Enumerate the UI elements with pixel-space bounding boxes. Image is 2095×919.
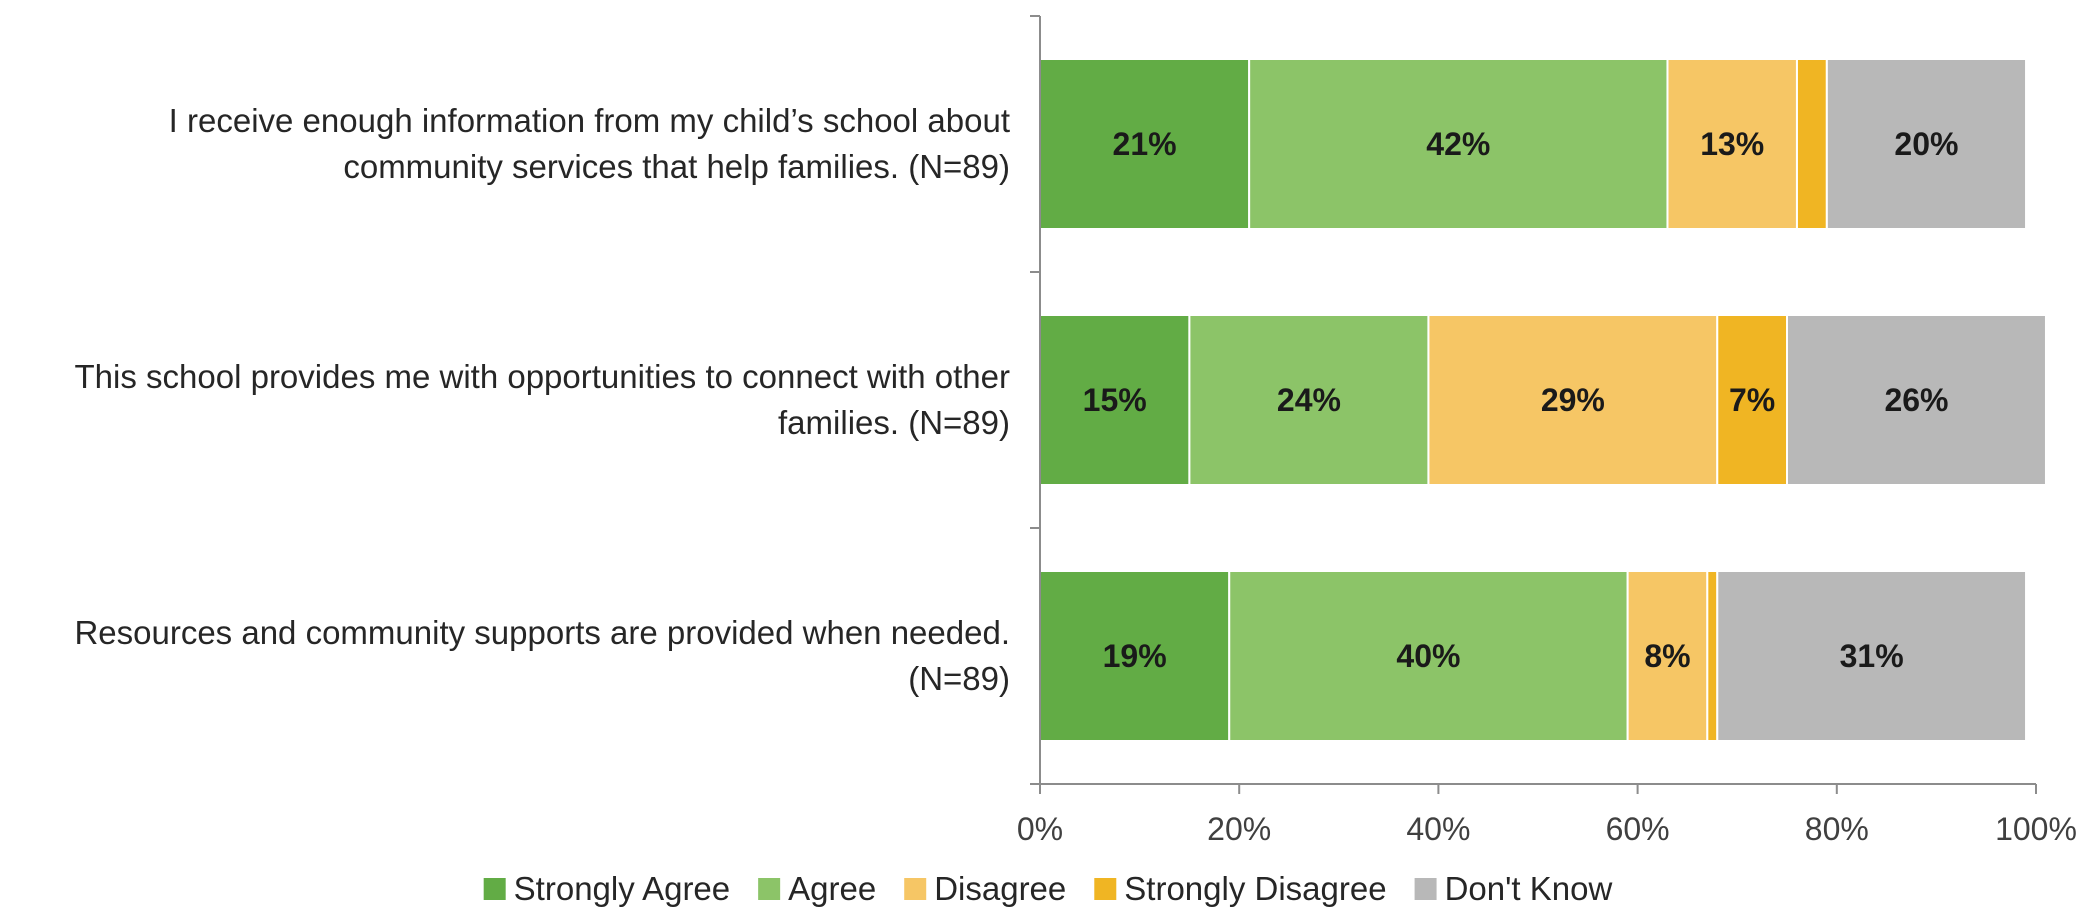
category-labels-group: I receive enough information from my chi…: [74, 102, 1010, 697]
legend-label-strongly-disagree: Strongly Disagree: [1124, 870, 1386, 907]
bar-segment-strongly-disagree-row-1: [1795, 58, 1828, 230]
bar-segment-don-t-know-row-3: [1716, 570, 2028, 742]
legend: Strongly Agree Agree Disagree Strongly Disa…: [483, 870, 1613, 907]
bar-segment-strongly-agree-row-3: [1039, 570, 1231, 742]
data-label-disagree-row-3: 8%: [1644, 638, 1690, 674]
bar-segment-strongly-agree-row-1: [1039, 58, 1251, 230]
data-label-agree-row-2: 24%: [1277, 382, 1341, 418]
legend-swatch-disagree: [904, 878, 927, 900]
data-label-disagree-row-1: 13%: [1700, 126, 1764, 162]
bar-segment-agree-row-2: [1188, 314, 1430, 486]
category-label-row-2: This school provides me with opportuniti…: [75, 358, 1010, 395]
bar-segment-disagree-row-3: [1626, 570, 1709, 742]
axes-group: 0% 20% 40% 60% 80% 100%: [1017, 15, 2077, 847]
bar-segment-strongly-disagree-row-2: [1716, 314, 1789, 486]
category-label-row-2: families. (N=89): [778, 404, 1010, 441]
legend-label-strongly-agree: Strongly Agree: [514, 870, 730, 907]
legend-swatch-agree: [758, 878, 781, 900]
category-label-row-3: Resources and community supports are pro…: [74, 614, 1010, 651]
data-label-strongly-agree-row-2: 15%: [1083, 382, 1147, 418]
bar-segment-strongly-agree-row-2: [1039, 314, 1191, 486]
data-label-agree-row-1: 42%: [1426, 126, 1490, 162]
bar-segment-agree-row-1: [1248, 58, 1669, 230]
legend-swatch-don-t-know: [1414, 878, 1437, 900]
data-label-strongly-agree-row-1: 21%: [1113, 126, 1177, 162]
x-tick-label: 60%: [1606, 811, 1670, 847]
data-label-don-t-know-row-1: 20%: [1894, 126, 1958, 162]
data-label-don-t-know-row-2: 26%: [1884, 382, 1948, 418]
x-tick-label: 20%: [1207, 811, 1271, 847]
data-label-strongly-agree-row-3: 19%: [1103, 638, 1167, 674]
legend-label-agree: Agree: [788, 870, 876, 907]
bar-segment-disagree-row-2: [1427, 314, 1719, 486]
legend-swatch-strongly-agree: [483, 878, 506, 900]
x-tick-label: 80%: [1805, 811, 1869, 847]
category-label-row-1: community services that help families. (…: [343, 148, 1010, 185]
legend-label-don-t-know: Don't Know: [1445, 870, 1613, 907]
legend-label-disagree: Disagree: [934, 870, 1066, 907]
x-tick-label: 40%: [1406, 811, 1470, 847]
bars-group: 21% 42% 13% 20% 15% 24% 29% 7% 26% 19% 40% 8% 31%: [1039, 58, 2047, 742]
bar-segment-strongly-disagree-row-3: [1706, 570, 1719, 742]
x-tick-label: 0%: [1017, 811, 1063, 847]
x-tick-label: 100%: [1995, 811, 2077, 847]
legend-swatch-strongly-disagree: [1094, 878, 1117, 900]
data-label-strongly-disagree-row-2: 7%: [1729, 382, 1775, 418]
category-label-row-1: I receive enough information from my chi…: [169, 102, 1010, 139]
data-label-agree-row-3: 40%: [1396, 638, 1460, 674]
data-label-disagree-row-2: 29%: [1541, 382, 1605, 418]
bar-segment-don-t-know-row-2: [1786, 314, 2047, 486]
bar-segment-disagree-row-1: [1666, 58, 1798, 230]
bar-segment-don-t-know-row-1: [1825, 58, 2028, 230]
category-label-row-3: (N=89): [908, 660, 1010, 697]
data-label-don-t-know-row-3: 31%: [1840, 638, 1904, 674]
